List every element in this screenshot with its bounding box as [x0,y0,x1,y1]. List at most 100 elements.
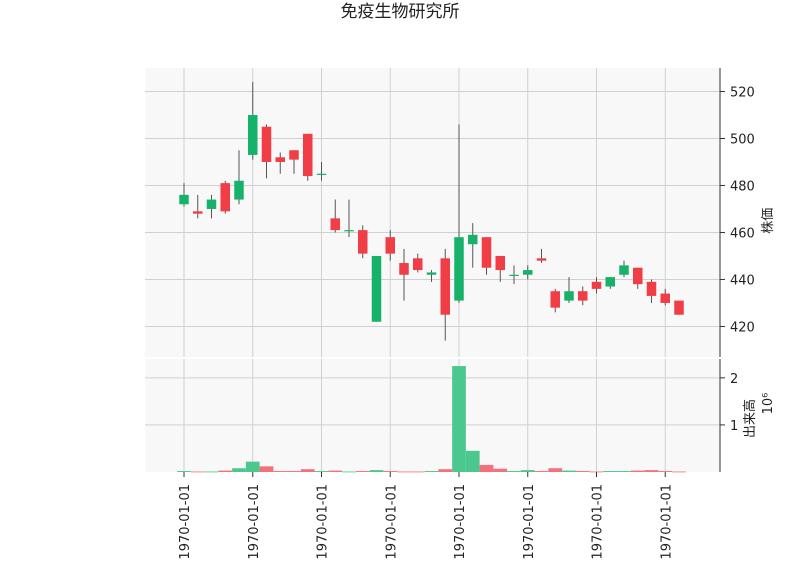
candle [289,150,299,174]
candle [426,270,437,282]
volume-bar [369,470,384,472]
candle [179,183,189,207]
volume-bar [383,471,398,472]
volume-bar [300,469,315,472]
candle [509,265,519,285]
volume-scale-label: 10⁶ [761,393,776,415]
candle-body [646,281,657,296]
candle [385,230,395,261]
candle [193,194,203,219]
candle-body [550,291,560,308]
candle-body [261,126,272,162]
candle [358,225,368,259]
candle-body [316,173,327,175]
candle [275,152,285,174]
candle [481,237,492,275]
candle-body [385,237,395,254]
candle-body [303,133,313,177]
candle [660,288,670,306]
candle [344,199,354,238]
volume-bar [589,471,604,473]
chart-title: 免疫生物研究所 [340,2,460,22]
volume-bar [479,464,494,472]
candle-body [660,293,670,303]
volume-bar [342,471,356,473]
volume-bar [658,471,673,472]
volume-bar [548,468,563,472]
volume-bar [465,450,480,472]
volume-bar [617,471,631,472]
volume-bar [438,469,453,472]
candle-body [330,218,340,231]
price-y-tick-label: 500 [730,132,755,147]
volume-bar [452,366,466,472]
candle [399,248,409,301]
volume-bar [314,471,329,472]
volume-bar [259,466,274,472]
candle-body [193,211,203,214]
candle-body [426,272,437,275]
volume-bar [520,470,535,472]
price-panel-background [145,68,720,357]
candle [578,286,588,306]
candle-body [399,263,409,275]
volume-bar [355,471,370,472]
volume-bar [493,468,508,472]
candle [206,194,217,219]
candle [413,253,423,273]
volume-bar [218,470,233,472]
candle-body [481,237,492,268]
candle-body [344,230,354,232]
candle [550,288,560,313]
price-y-tick-label: 520 [730,85,755,100]
volume-bar [603,471,618,472]
candle [248,82,258,160]
candle-body [234,180,244,200]
volume-bar [232,468,246,472]
candle-body [509,274,519,276]
candle-body [371,255,382,322]
volume-axis-label: 出来高 [742,399,758,438]
candle [454,124,464,303]
candle [633,267,643,289]
volume-bar [575,471,590,472]
candle [523,265,533,280]
volume-bar [562,470,576,472]
candle-body [275,157,285,162]
candle [220,180,230,214]
volume-y-tick-label: 1 [730,419,738,434]
candle-body [605,277,615,287]
volume-bar [410,471,425,473]
volume-bar [328,470,343,472]
candle-body [358,230,368,254]
candle-body [523,270,533,275]
candle-body [468,234,478,245]
candle-body [248,114,258,155]
candle-body [591,281,602,289]
candle [316,161,327,181]
candle [646,279,657,303]
candle [619,260,629,278]
volume-y-tick-label: 2 [730,372,738,387]
candle-body [206,199,217,209]
x-tick-label: 1970-01-01 [316,484,331,560]
price-y-tick-label: 420 [730,320,755,335]
candle [564,277,574,303]
x-tick-label: 1970-01-01 [178,484,193,560]
x-tick-label: 1970-01-01 [453,484,468,560]
volume-bar [644,470,659,472]
volume-bar [245,461,260,472]
candle [440,248,450,341]
volume-bar [672,471,686,473]
volume-bar [287,471,301,472]
x-tick-label: 1970-01-01 [659,484,674,560]
candle [536,248,547,264]
candle-body [619,265,629,275]
volume-bar [424,471,439,472]
candle-body [413,258,423,271]
candle [495,255,505,282]
x-tick-label: 1970-01-01 [591,484,606,560]
volume-bar [177,471,191,472]
candle-body [495,255,505,271]
